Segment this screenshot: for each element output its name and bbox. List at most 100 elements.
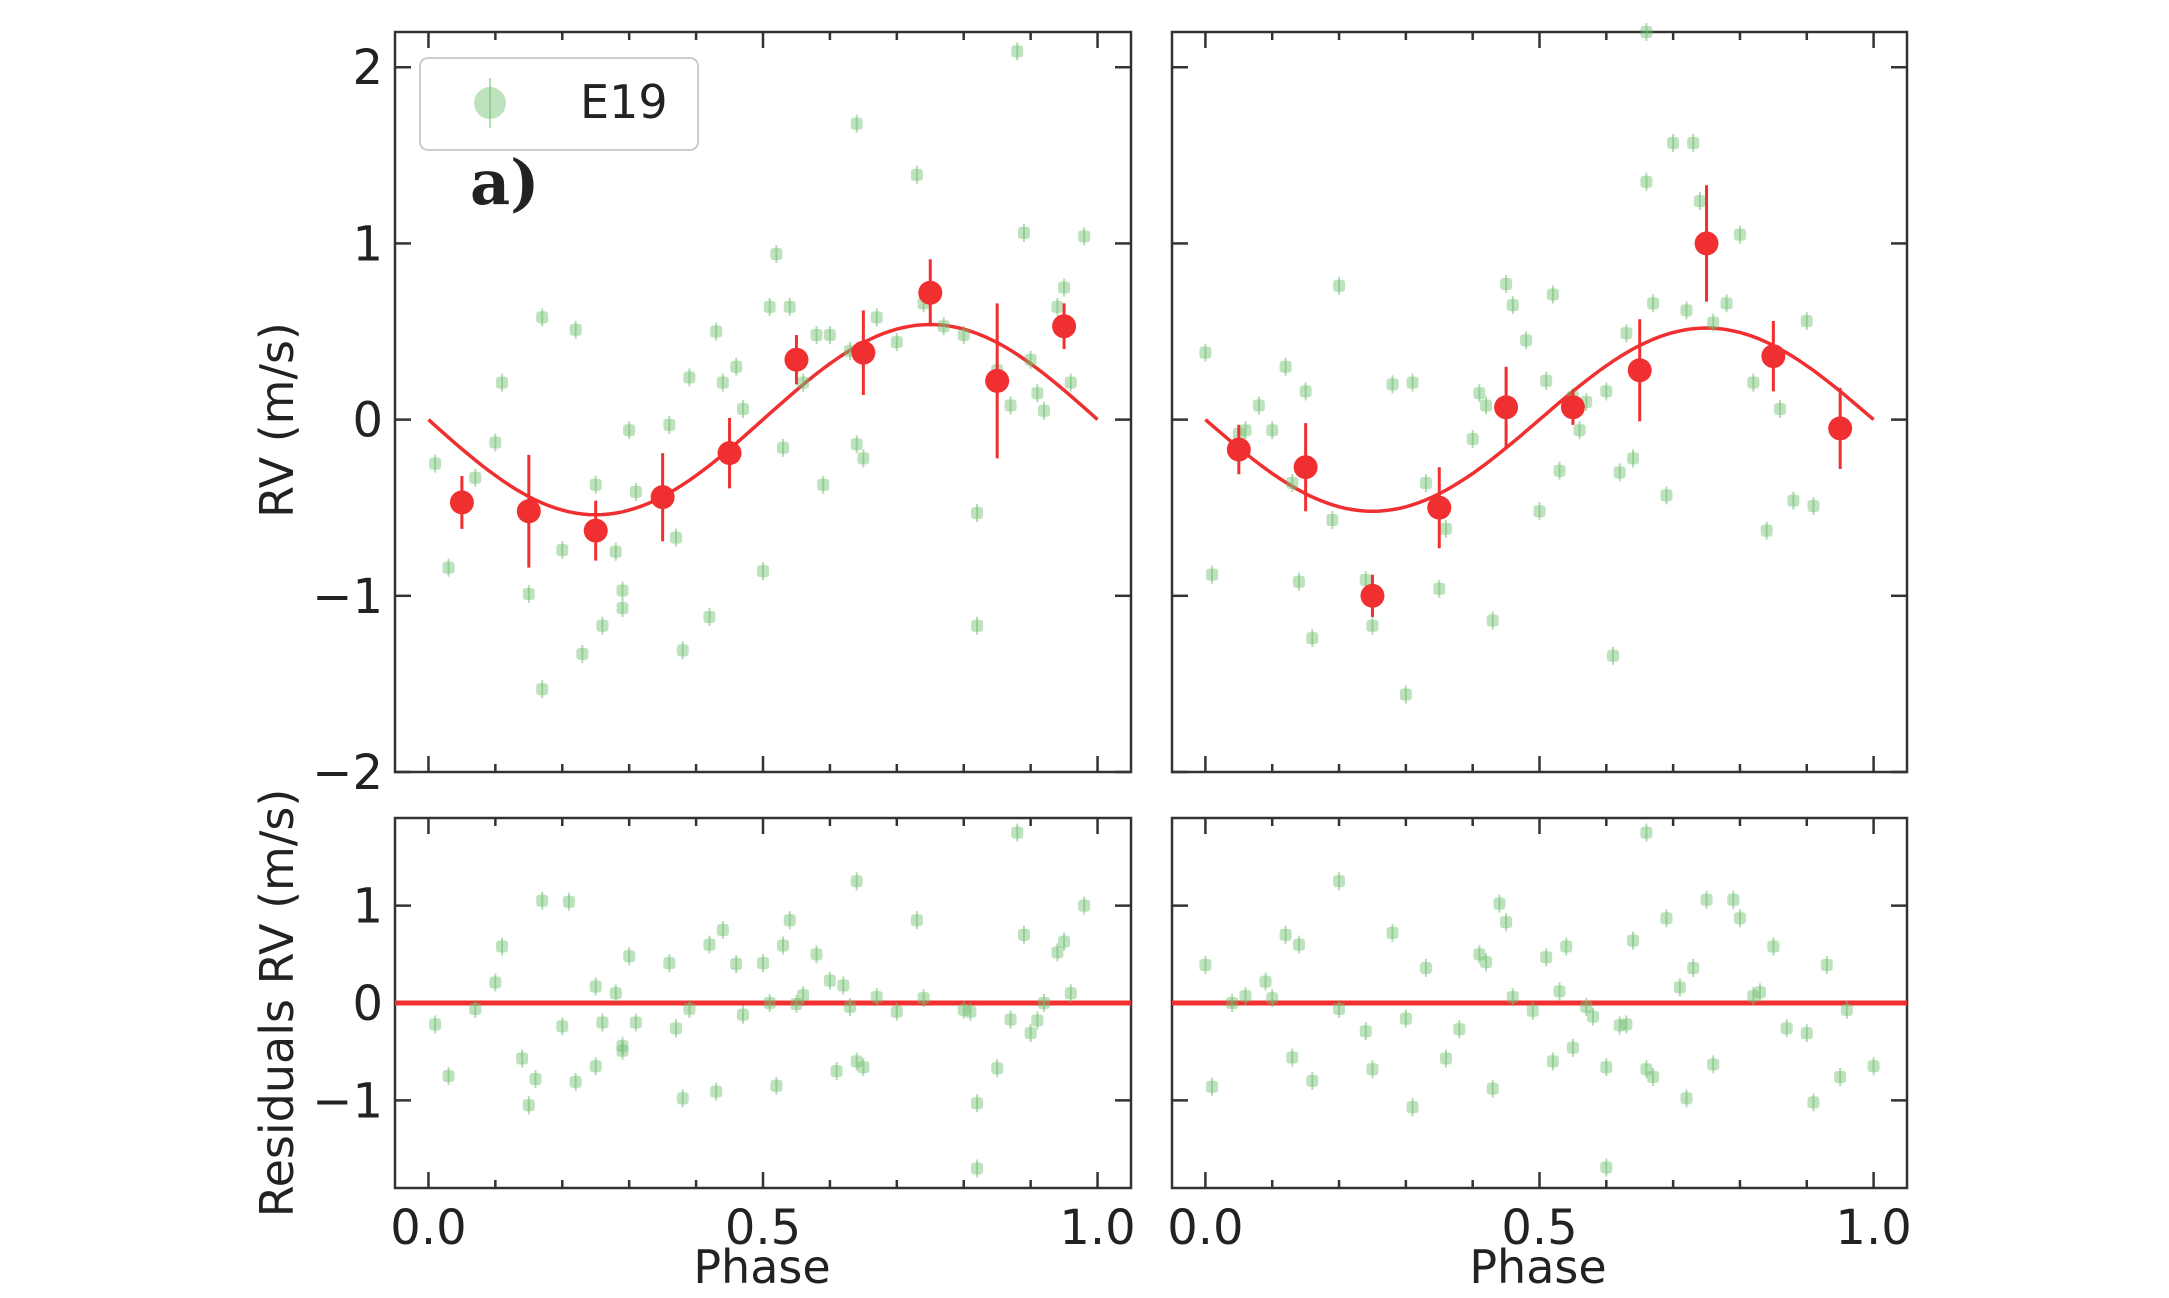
raw-point — [1760, 524, 1773, 537]
raw-point — [777, 441, 790, 454]
raw-point — [1553, 985, 1566, 998]
raw-point — [736, 403, 749, 416]
raw-point — [609, 987, 622, 1000]
raw-point — [1386, 378, 1399, 391]
raw-point — [1366, 1063, 1379, 1076]
raw-point — [1024, 1027, 1037, 1040]
raw-point — [1399, 688, 1412, 701]
raw-point — [670, 531, 683, 544]
raw-point — [1693, 195, 1706, 208]
raw-point — [1640, 1063, 1653, 1076]
raw-point — [589, 980, 602, 993]
binned-point — [1052, 314, 1077, 339]
raw-point — [1720, 297, 1733, 310]
raw-point — [716, 376, 729, 389]
raw-point — [1520, 334, 1533, 347]
binned-point — [1226, 437, 1251, 462]
raw-point — [1700, 893, 1713, 906]
raw-point — [1266, 424, 1279, 437]
plot-frame — [1170, 30, 1909, 774]
raw-point — [964, 1005, 977, 1018]
raw-point — [1038, 997, 1051, 1009]
binned-point — [1694, 231, 1719, 256]
binned-point — [650, 485, 675, 510]
raw-point — [1707, 316, 1720, 329]
raw-point — [623, 950, 636, 963]
x-tick-label: 0.5 — [1501, 1200, 1577, 1256]
raw-point — [757, 957, 769, 970]
raw-point — [1017, 928, 1030, 941]
raw-point — [609, 545, 622, 558]
raw-point — [1526, 1004, 1539, 1017]
x-tick-label: 1.0 — [1059, 1200, 1135, 1256]
raw-point — [1546, 288, 1559, 301]
raw-point — [469, 1002, 482, 1015]
raw-point — [536, 894, 549, 907]
raw-point — [1573, 424, 1586, 437]
raw-point — [991, 1062, 1004, 1075]
raw-point — [1011, 826, 1024, 839]
x-tick-label: 1.0 — [1835, 1200, 1911, 1256]
raw-point — [1754, 986, 1766, 999]
raw-point — [770, 1079, 783, 1092]
raw-point — [1004, 1013, 1017, 1026]
raw-point — [529, 1072, 542, 1085]
raw-point — [1199, 346, 1212, 359]
raw-point — [1733, 228, 1746, 241]
raw-point — [1620, 1018, 1633, 1031]
raw-point — [817, 478, 830, 491]
raw-point — [670, 1022, 683, 1035]
raw-point — [596, 1016, 609, 1029]
raw-point — [1433, 582, 1446, 595]
raw-point — [676, 644, 689, 657]
raw-point — [1500, 277, 1513, 290]
raw-point — [917, 992, 930, 1005]
raw-point — [736, 1008, 749, 1021]
raw-point — [703, 610, 716, 623]
raw-point — [1226, 997, 1239, 1009]
raw-point — [1017, 226, 1030, 239]
raw-point — [870, 991, 883, 1004]
raw-point — [757, 565, 769, 578]
raw-point — [1834, 1071, 1847, 1083]
raw-point — [1647, 297, 1660, 310]
x-tick-label: 0.0 — [1167, 1200, 1243, 1256]
raw-point — [1292, 938, 1305, 951]
raw-point — [710, 1085, 723, 1098]
raw-point — [1031, 1014, 1044, 1027]
model-curve — [1204, 326, 1875, 513]
raw-point — [489, 976, 502, 989]
raw-point — [910, 168, 923, 181]
raw-point — [1399, 1012, 1412, 1025]
raw-point — [1607, 649, 1619, 662]
raw-point — [890, 1005, 903, 1018]
raw-point — [556, 1020, 569, 1033]
raw-point — [1406, 1101, 1419, 1114]
x-tick-label: 0.5 — [725, 1200, 801, 1256]
raw-point — [1286, 477, 1299, 490]
raw-point — [1333, 1002, 1346, 1015]
raw-point — [823, 329, 836, 342]
raw-point — [1687, 961, 1700, 974]
binned-point — [918, 280, 943, 305]
raw-point — [1540, 374, 1553, 387]
raw-point — [522, 588, 535, 601]
raw-point — [1807, 499, 1820, 512]
raw-point — [1266, 992, 1279, 1005]
binned-point — [1427, 495, 1452, 520]
raw-point — [1051, 946, 1064, 959]
raw-point — [1767, 940, 1780, 953]
raw-point — [1078, 899, 1091, 912]
raw-point — [1480, 956, 1493, 969]
raw-point — [576, 647, 589, 660]
bottom-right-residuals-panel: 0.0 0.5 1.0 — [1167, 816, 1912, 1256]
raw-point — [797, 989, 810, 1002]
raw-point — [562, 895, 575, 908]
raw-point — [1206, 1080, 1219, 1093]
raw-point — [1279, 360, 1292, 373]
raw-point — [1058, 935, 1071, 948]
raw-point — [589, 478, 602, 491]
raw-point — [1386, 926, 1399, 939]
raw-point — [1286, 1051, 1299, 1064]
raw-point — [1279, 928, 1292, 941]
